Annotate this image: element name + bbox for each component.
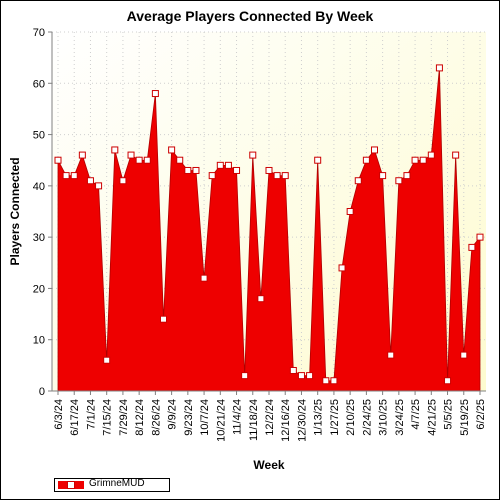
data-point: [338, 264, 346, 272]
data-point: [95, 182, 103, 190]
data-point: [143, 156, 151, 164]
x-tick-label: 3/24/25: [394, 399, 406, 436]
data-point: [297, 372, 305, 380]
y-tick-label: 0: [39, 386, 45, 398]
data-point: [54, 156, 62, 164]
y-tick-label: 40: [33, 181, 45, 193]
data-point: [111, 146, 119, 154]
x-tick-label: 10/7/24: [199, 399, 211, 436]
data-point: [468, 243, 476, 251]
x-tick-label: 5/5/25: [443, 399, 455, 430]
data-point: [168, 146, 176, 154]
data-point: [78, 151, 86, 159]
x-tick-label: 6/17/24: [69, 399, 81, 436]
data-point: [151, 90, 159, 98]
data-point: [192, 166, 200, 174]
data-point: [127, 151, 135, 159]
data-point: [452, 151, 460, 159]
data-point: [70, 172, 78, 180]
data-point: [435, 64, 443, 72]
legend-label: GrimneMUD: [89, 478, 145, 489]
data-point: [289, 366, 297, 374]
x-tick-label: 5/19/25: [459, 399, 471, 436]
data-point: [362, 156, 370, 164]
y-tick-label: 60: [33, 78, 45, 90]
data-point: [346, 208, 354, 215]
data-point: [135, 156, 143, 164]
data-point: [476, 233, 484, 241]
data-point: [379, 172, 387, 180]
x-tick-label: 12/2/24: [264, 399, 276, 436]
data-point: [387, 351, 395, 359]
data-point: [306, 372, 314, 380]
data-point: [160, 315, 167, 323]
x-tick-label: 2/10/25: [345, 399, 357, 436]
data-point: [371, 146, 378, 154]
x-tick-label: 1/27/25: [329, 399, 341, 436]
data-point: [216, 161, 224, 169]
y-tick-label: 70: [33, 27, 45, 39]
x-tick-label: 6/3/24: [53, 399, 65, 430]
data-point: [200, 274, 208, 282]
x-tick-label: 7/29/24: [118, 399, 130, 436]
legend: GrimneMUD: [54, 478, 170, 492]
x-tick-label: 3/10/25: [378, 399, 390, 436]
y-tick-label: 50: [33, 130, 45, 142]
x-tick-label: 8/12/24: [134, 399, 146, 436]
y-axis-title: Players Connected: [8, 157, 22, 265]
x-tick-label: 4/21/25: [426, 399, 438, 436]
x-tick-label: 2/24/25: [361, 399, 373, 436]
data-point: [273, 172, 281, 180]
x-tick-label: 6/2/25: [475, 399, 487, 430]
x-tick-label: 11/18/24: [248, 399, 260, 441]
data-point: [395, 177, 403, 185]
x-tick-label: 8/26/24: [150, 399, 162, 436]
chart-title: Average Players Connected By Week: [126, 8, 374, 24]
data-point: [427, 151, 435, 159]
y-tick-label: 20: [33, 283, 45, 295]
data-point: [103, 356, 111, 364]
y-tick-label: 30: [33, 232, 45, 244]
data-point: [411, 156, 419, 164]
data-point: [86, 177, 94, 185]
data-point: [281, 172, 289, 180]
data-point: [184, 166, 192, 174]
x-tick-label: 12/16/24: [280, 399, 292, 442]
x-tick-label: 12/30/24: [296, 399, 308, 442]
x-tick-label: 9/23/24: [183, 399, 195, 436]
data-point: [257, 295, 265, 303]
x-tick-label: 4/7/25: [410, 399, 422, 430]
data-point: [249, 151, 257, 159]
data-point: [224, 161, 232, 169]
legend-marker-icon: [67, 481, 75, 489]
data-point: [403, 172, 411, 180]
x-tick-label: 7/15/24: [102, 399, 114, 436]
data-point: [119, 177, 127, 185]
x-tick-label: 11/4/24: [232, 399, 244, 435]
data-point: [62, 172, 70, 180]
x-tick-label: 9/9/24: [167, 399, 179, 430]
data-point: [233, 166, 241, 174]
data-point: [330, 377, 338, 385]
data-point: [208, 172, 216, 180]
y-tick-label: 10: [33, 335, 45, 347]
data-point: [241, 372, 249, 380]
data-point: [419, 156, 427, 164]
data-point: [444, 377, 452, 385]
x-tick-label: 1/13/25: [313, 399, 325, 436]
data-point: [265, 166, 273, 174]
data-point: [314, 156, 322, 164]
x-tick-label: 7/1/24: [85, 399, 97, 430]
data-point: [460, 351, 468, 359]
data-point: [176, 156, 184, 164]
x-axis-title: Week: [253, 458, 284, 472]
data-point: [354, 177, 362, 185]
data-point: [322, 377, 330, 385]
x-tick-label: 10/21/24: [215, 399, 227, 442]
